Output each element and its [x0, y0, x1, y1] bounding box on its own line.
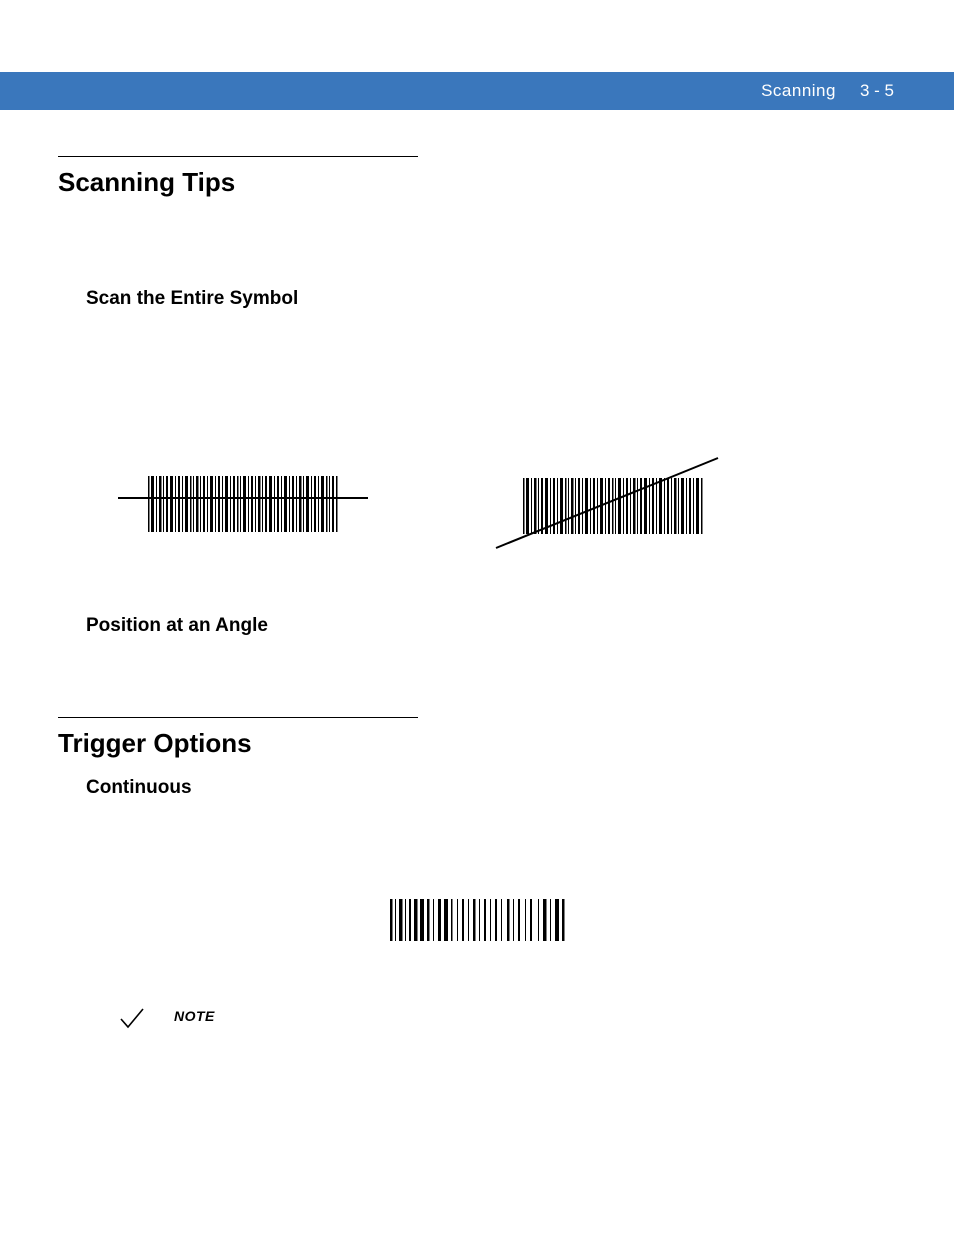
barcode-horizontal-icon [118, 470, 368, 540]
spacer [58, 310, 896, 450]
check-icon [118, 1006, 146, 1032]
page-content: Scanning Tips Scan the Entire Symbol [0, 110, 954, 1032]
figure-scan-diagonal [488, 450, 738, 565]
spacer [58, 198, 896, 288]
section-title-scanning-tips: Scanning Tips [58, 167, 896, 198]
section-rule [58, 717, 418, 718]
spacer [58, 759, 896, 777]
continuous-barcode-icon [390, 899, 565, 941]
note-row: NOTE [58, 1006, 896, 1032]
section-title-trigger-options: Trigger Options [58, 728, 896, 759]
barcode-diagonal-icon [488, 450, 738, 560]
spacer [58, 565, 896, 615]
scan-figures-row [58, 450, 896, 565]
spacer [58, 637, 896, 717]
spacer [58, 110, 896, 156]
page-header-band: Scanning 3 - 5 [0, 72, 954, 110]
subheading-position-angle: Position at an Angle [58, 615, 896, 637]
subheading-continuous: Continuous [58, 777, 896, 799]
header-page-number: 3 - 5 [860, 81, 894, 101]
spacer [58, 799, 896, 899]
figure-scan-horizontal [118, 470, 368, 545]
header-chapter: Scanning [761, 81, 836, 101]
section-rule [58, 156, 418, 157]
note-label: NOTE [174, 1008, 215, 1024]
continuous-barcode-wrapper [58, 899, 896, 946]
subheading-scan-entire-symbol: Scan the Entire Symbol [58, 288, 896, 310]
